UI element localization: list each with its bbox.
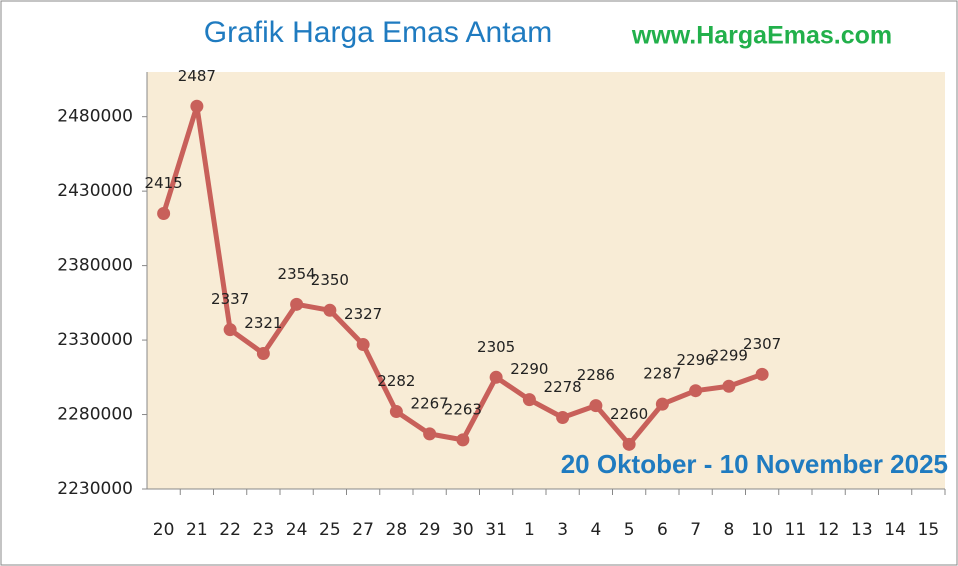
x-tick-label: 12 <box>818 520 840 540</box>
data-label: 2354 <box>278 265 316 283</box>
x-tick-label: 6 <box>657 520 668 540</box>
point <box>556 411 570 425</box>
x-tick-label: 4 <box>590 520 601 540</box>
data-label: 2337 <box>211 290 249 308</box>
x-tick-label: 15 <box>918 520 940 540</box>
chart-title: Grafik Harga Emas Antam <box>204 16 552 49</box>
x-tick-label: 10 <box>751 520 773 540</box>
y-tick-label: 2330000 <box>57 330 133 350</box>
point <box>622 437 636 451</box>
point <box>356 338 370 352</box>
point <box>456 433 470 447</box>
point <box>256 346 270 360</box>
x-tick-label: 30 <box>452 520 474 540</box>
data-label: 2296 <box>677 351 715 369</box>
y-tick-label: 2230000 <box>57 479 133 499</box>
x-tick-label: 20 <box>153 520 175 540</box>
y-tick-label: 2430000 <box>57 181 133 201</box>
annotation: 20 Oktober - 10 November 2025 <box>561 449 948 479</box>
point <box>755 367 769 381</box>
point <box>323 303 337 317</box>
data-label: 2415 <box>145 174 183 192</box>
point <box>157 206 171 220</box>
data-label: 2487 <box>178 67 216 85</box>
x-tick-label: 22 <box>219 520 241 540</box>
point <box>223 323 237 337</box>
point <box>722 379 736 393</box>
data-label: 2299 <box>710 347 748 365</box>
data-label: 2287 <box>643 365 681 383</box>
y-tick-label: 2480000 <box>57 107 133 127</box>
x-tick-label: 8 <box>723 520 734 540</box>
point <box>423 427 437 441</box>
data-label: 2282 <box>377 372 415 390</box>
x-tick-label: 24 <box>286 520 308 540</box>
data-label: 2327 <box>344 305 382 323</box>
x-tick-label: 28 <box>386 520 408 540</box>
source: www.HargaEmas.com <box>631 22 892 50</box>
data-label: 2260 <box>610 405 648 423</box>
x-tick-label: 11 <box>785 520 807 540</box>
x-tick-label: 1 <box>524 520 535 540</box>
x-tick-label: 27 <box>352 520 374 540</box>
data-label: 2321 <box>244 314 282 332</box>
x-tick-label: 7 <box>690 520 701 540</box>
plot-area <box>147 72 945 489</box>
x-tick-label: 31 <box>485 520 507 540</box>
point <box>389 405 403 419</box>
y-tick-label: 2280000 <box>57 405 133 425</box>
data-label: 2267 <box>411 394 449 412</box>
point <box>655 397 669 411</box>
point <box>522 393 536 407</box>
point <box>489 370 503 384</box>
data-label: 2286 <box>577 366 615 384</box>
x-tick-label: 13 <box>851 520 873 540</box>
y-tick-label: 2380000 <box>57 256 133 276</box>
x-tick-label: 14 <box>884 520 906 540</box>
x-tick-label: 5 <box>624 520 635 540</box>
data-label: 2307 <box>743 335 781 353</box>
data-label: 2305 <box>477 338 515 356</box>
point <box>290 297 304 311</box>
x-tick-label: 21 <box>186 520 208 540</box>
data-label: 2290 <box>510 360 548 378</box>
data-label: 2350 <box>311 271 349 289</box>
x-tick-label: 23 <box>253 520 275 540</box>
x-tick-label: 29 <box>419 520 441 540</box>
x-tick-label: 25 <box>319 520 341 540</box>
point <box>190 99 204 113</box>
point <box>589 399 603 413</box>
data-label: 2278 <box>544 378 582 396</box>
data-label: 2263 <box>444 400 482 418</box>
x-tick-label: 3 <box>557 520 568 540</box>
point <box>689 384 703 398</box>
